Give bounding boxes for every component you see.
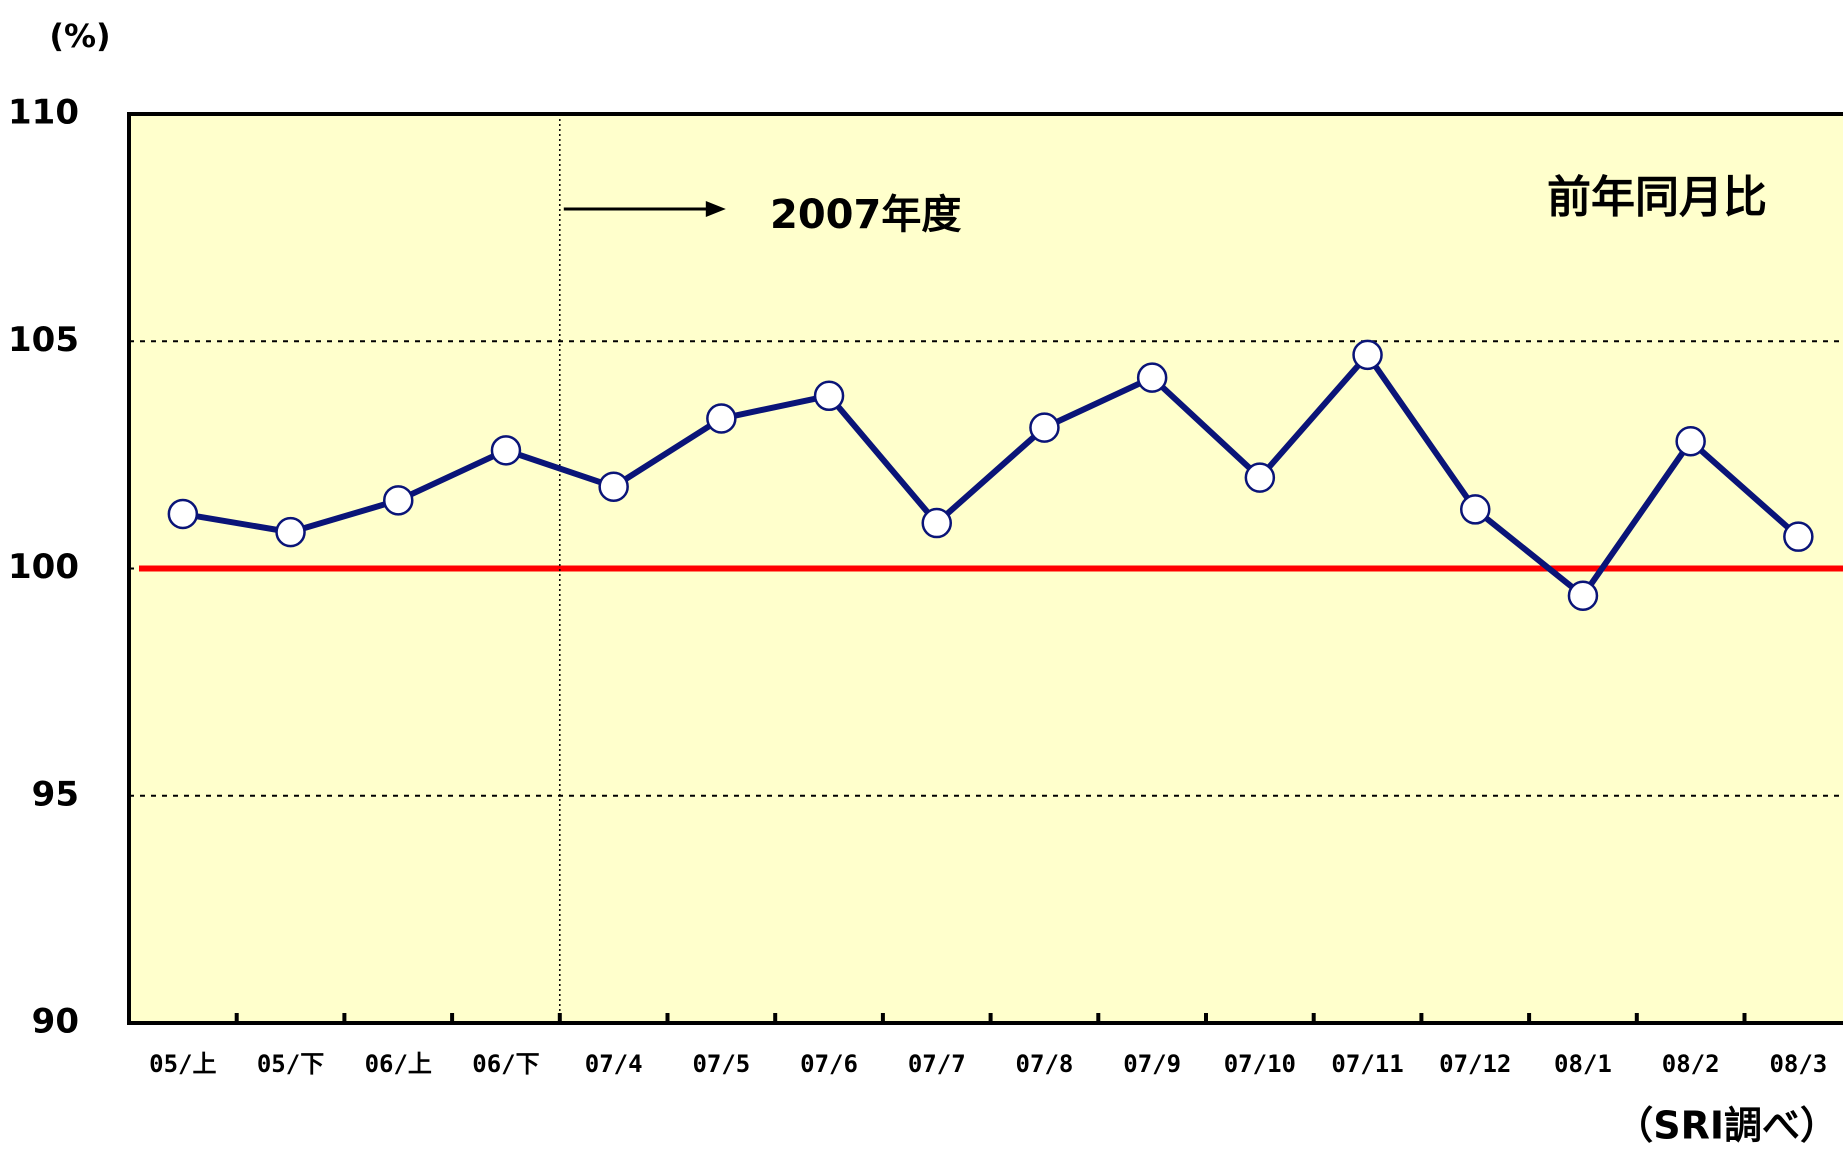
x-tick-label: 06/下 [472, 1050, 539, 1078]
data-point [1567, 580, 1599, 612]
y-tick-label: 95 [32, 774, 79, 814]
x-tick-label: 07/10 [1224, 1050, 1296, 1078]
y-tick-label: 110 [8, 93, 79, 133]
data-point [1460, 494, 1491, 525]
source-note: （SRI調べ） [1615, 1104, 1838, 1148]
data-point [275, 516, 306, 548]
y-tick-label: 105 [8, 320, 79, 360]
x-tick-label: 08/1 [1554, 1050, 1612, 1078]
data-point [490, 435, 522, 466]
period-arrowhead [705, 201, 726, 217]
x-tick-label: 07/4 [585, 1050, 643, 1078]
data-point [1352, 339, 1383, 371]
x-tick-label: 05/上 [149, 1050, 216, 1078]
y-tick-label: 100 [8, 547, 79, 587]
period-annotation: 2007年度 [770, 192, 961, 238]
data-point [1029, 412, 1060, 443]
x-tick-label: 07/7 [908, 1050, 966, 1078]
data-point [1783, 521, 1814, 552]
x-tick-label: 08/3 [1769, 1050, 1827, 1078]
x-tick-label: 08/2 [1662, 1050, 1720, 1078]
data-point [167, 498, 199, 530]
series-line [182, 351, 1801, 599]
data-point [1675, 425, 1706, 457]
data-point [921, 507, 952, 539]
x-tick-label: 05/下 [257, 1050, 324, 1078]
x-tick-label: 06/上 [365, 1050, 432, 1078]
y-tick-label: 90 [32, 1002, 79, 1042]
data-point [383, 485, 414, 516]
x-tick-label: 07/6 [800, 1050, 858, 1078]
series-label: 前年同月比 [1547, 172, 1767, 223]
data-point [706, 403, 737, 434]
data-point [813, 380, 845, 412]
data-point [1244, 462, 1276, 493]
data-point [598, 471, 629, 502]
x-tick-label: 07/8 [1016, 1050, 1074, 1078]
data-point [1136, 362, 1168, 393]
y-unit-label: (%) [49, 17, 110, 55]
x-tick-label: 07/5 [692, 1050, 750, 1078]
x-tick-label: 07/12 [1439, 1050, 1511, 1078]
x-tick-label: 07/11 [1331, 1050, 1403, 1078]
x-tick-label: 07/9 [1123, 1050, 1181, 1078]
